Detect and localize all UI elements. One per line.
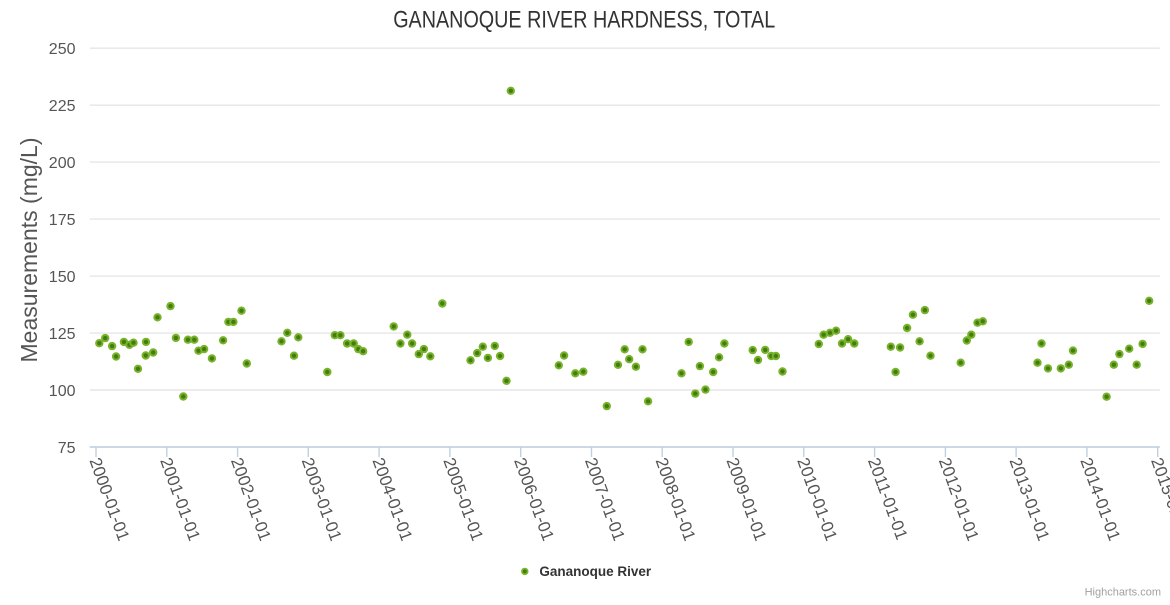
- svg-text:150: 150: [49, 269, 76, 286]
- svg-text:175: 175: [49, 212, 76, 229]
- svg-text:200: 200: [49, 155, 76, 172]
- svg-text:225: 225: [49, 98, 76, 115]
- svg-text:Measurements (mg/L): Measurements (mg/L): [16, 138, 42, 363]
- svg-text:Highcharts.com: Highcharts.com: [1085, 587, 1161, 599]
- svg-text:75: 75: [58, 440, 76, 457]
- svg-text:125: 125: [49, 326, 76, 343]
- svg-text:GANANOQUE RIVER HARDNESS, TOTA: GANANOQUE RIVER HARDNESS, TOTAL: [393, 6, 775, 33]
- svg-text:Gananoque River: Gananoque River: [539, 564, 652, 579]
- svg-text:250: 250: [49, 41, 76, 58]
- svg-text:100: 100: [49, 383, 76, 400]
